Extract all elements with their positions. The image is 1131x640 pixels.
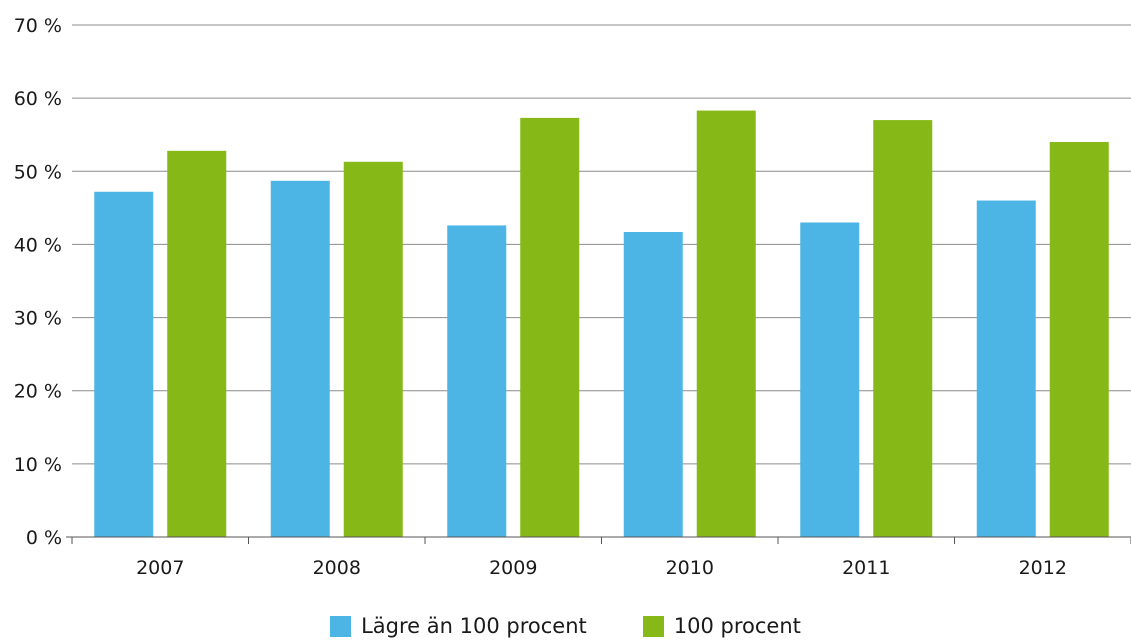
bar-series-2-2012 bbox=[1049, 142, 1109, 537]
bar-series-1-2008 bbox=[270, 180, 330, 537]
y-tick-label: 60 % bbox=[14, 88, 62, 110]
x-axis: 2007 2008 2009 2010 2011 2012 bbox=[71, 536, 1131, 579]
legend-item-series-2: 100 procent bbox=[642, 614, 801, 638]
bar-series-1-2007 bbox=[94, 191, 154, 537]
y-tick-label: 70 % bbox=[14, 15, 62, 37]
bars bbox=[94, 110, 1109, 538]
bar-chart: 0 % 10 % 20 % 30 % 40 % 50 % 60 % 70 % 2007 2008… bbox=[14, 15, 1131, 579]
y-tick-label: 30 % bbox=[14, 308, 62, 330]
legend-swatch-series-2 bbox=[642, 615, 664, 637]
bar-series-2-2008 bbox=[343, 161, 403, 537]
bar-series-1-2012 bbox=[976, 200, 1036, 538]
bar-series-2-2009 bbox=[520, 117, 580, 538]
legend-label-series-2: 100 procent bbox=[673, 614, 801, 638]
y-tick-label: 40 % bbox=[14, 234, 62, 256]
bar-series-1-2010 bbox=[623, 231, 683, 537]
bar-series-1-2009 bbox=[447, 225, 507, 537]
y-tick-label: 10 % bbox=[14, 454, 62, 476]
y-axis: 0 % 10 % 20 % 30 % 40 % 50 % 60 % 70 % bbox=[14, 15, 72, 549]
legend-label-series-1: Lägre än 100 procent bbox=[361, 614, 587, 638]
legend-swatch-series-1 bbox=[330, 615, 352, 637]
y-tick-label: 20 % bbox=[14, 381, 62, 403]
bar-series-1-2011 bbox=[800, 222, 860, 537]
bar-series-2-2010 bbox=[696, 110, 756, 537]
x-tick-label: 2008 bbox=[313, 557, 361, 579]
x-tick-label: 2010 bbox=[666, 557, 714, 579]
legend: Lägre än 100 procent 100 procent bbox=[0, 612, 1131, 640]
gridlines bbox=[72, 24, 1131, 465]
x-tick-label: 2007 bbox=[136, 557, 184, 579]
y-tick-label: 50 % bbox=[14, 161, 62, 183]
bar-series-2-2007 bbox=[167, 150, 227, 537]
bar-series-2-2011 bbox=[873, 120, 933, 537]
legend-item-series-1: Lägre än 100 procent bbox=[330, 614, 587, 638]
x-tick-label: 2012 bbox=[1019, 557, 1067, 579]
x-tick-label: 2011 bbox=[842, 557, 890, 579]
y-tick-label: 0 % bbox=[26, 527, 62, 549]
x-tick-label: 2009 bbox=[489, 557, 537, 579]
